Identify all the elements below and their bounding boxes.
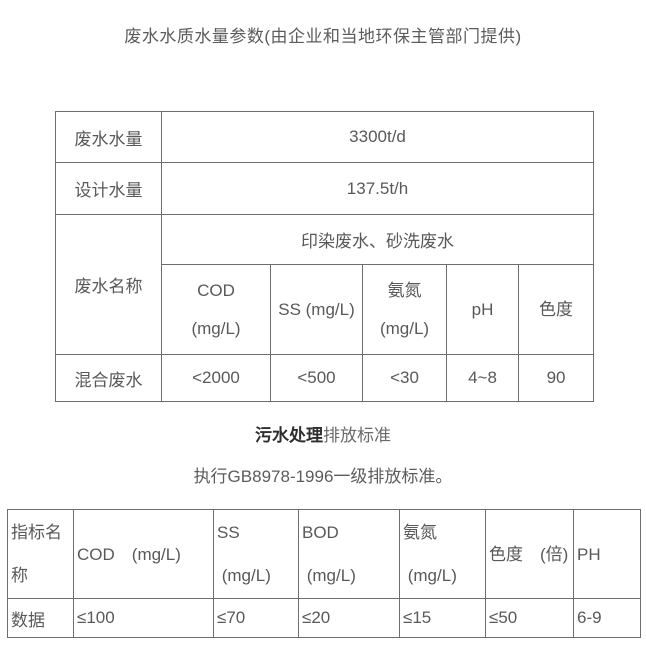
ss-limit-value: ≤70 — [213, 598, 299, 638]
table-header-row: 指标名称 COD (mg/L) SS (mg/L) BOD (mg/L) 氨氮 … — [7, 509, 641, 599]
mixed-ammonia-value: <30 — [362, 354, 447, 402]
section-heading-bold: 污水处理 — [255, 426, 323, 445]
cod-header-cell: COD (mg/L) — [73, 509, 214, 599]
page-title: 废水水质水量参数(由企业和当地环保主管部门提供) — [124, 27, 522, 46]
discharge-standard-text: 执行GB8978-1996一级排放标准。 — [193, 467, 453, 486]
section-heading-rest: 排放标准 — [323, 426, 391, 445]
ph-header-cell: pH — [446, 264, 519, 355]
water-types-cell: 印染废水、砂洗废水 — [160, 214, 595, 265]
ph-header-cell: PH — [573, 509, 641, 599]
ammonia-header-cell: 氨氮 (mg/L) — [362, 264, 447, 355]
mixed-cod-value: <2000 — [161, 354, 271, 402]
mixed-wastewater-label: 混合废水 — [55, 354, 162, 402]
table-row: COD (mg/L) SS (mg/L) 氨氮 (mg/L) pH 色度 — [56, 264, 595, 355]
table-row: 混合废水 <2000 <500 <30 4~8 90 — [55, 354, 595, 402]
ss-header-cell: SS (mg/L) — [270, 264, 363, 355]
data-row-label: 数据 — [7, 598, 74, 638]
ammonia-limit-value: ≤15 — [399, 598, 486, 638]
ammonia-header-cell: 氨氮 (mg/L) — [399, 509, 486, 599]
mixed-chroma-value: 90 — [517, 354, 595, 402]
section-heading: 污水处理排放标准 — [0, 424, 646, 447]
design-volume-value: 137.5t/h — [160, 162, 595, 215]
table-row: 废水名称 印染废水、砂洗废水 — [55, 214, 595, 355]
bod-header-cell: BOD (mg/L) — [298, 509, 400, 599]
indicator-name-header: 指标名称 — [7, 509, 74, 599]
ph-limit-value: 6-9 — [573, 598, 641, 638]
wastewater-parameters-table: 废水水量 3300t/d 设计水量 137.5t/h 废水名称 印染废水、砂洗废… — [55, 111, 595, 402]
ss-header-cell: SS (mg/L) — [213, 509, 299, 599]
cod-limit-value: ≤100 — [73, 598, 214, 638]
chroma-limit-value: ≤50 — [485, 598, 574, 638]
chroma-header-cell: 色度 — [517, 264, 595, 355]
wastewater-name-label: 废水名称 — [55, 214, 162, 355]
design-volume-label: 设计水量 — [55, 162, 162, 215]
wastewater-volume-label: 废水水量 — [55, 111, 162, 163]
table-row: 设计水量 137.5t/h — [55, 162, 595, 215]
bod-limit-value: ≤20 — [298, 598, 400, 638]
mixed-ss-value: <500 — [270, 354, 363, 402]
wastewater-volume-value: 3300t/d — [160, 111, 595, 163]
chroma-header-cell: 色度 (倍) — [485, 509, 574, 599]
table-data-row: 数据 ≤100 ≤70 ≤20 ≤15 ≤50 6-9 — [7, 598, 641, 638]
table-row: 废水水量 3300t/d — [55, 111, 595, 163]
cod-header-cell: COD (mg/L) — [161, 264, 271, 355]
mixed-ph-value: 4~8 — [446, 354, 519, 402]
discharge-standard-table: 指标名称 COD (mg/L) SS (mg/L) BOD (mg/L) 氨氮 … — [7, 509, 641, 638]
